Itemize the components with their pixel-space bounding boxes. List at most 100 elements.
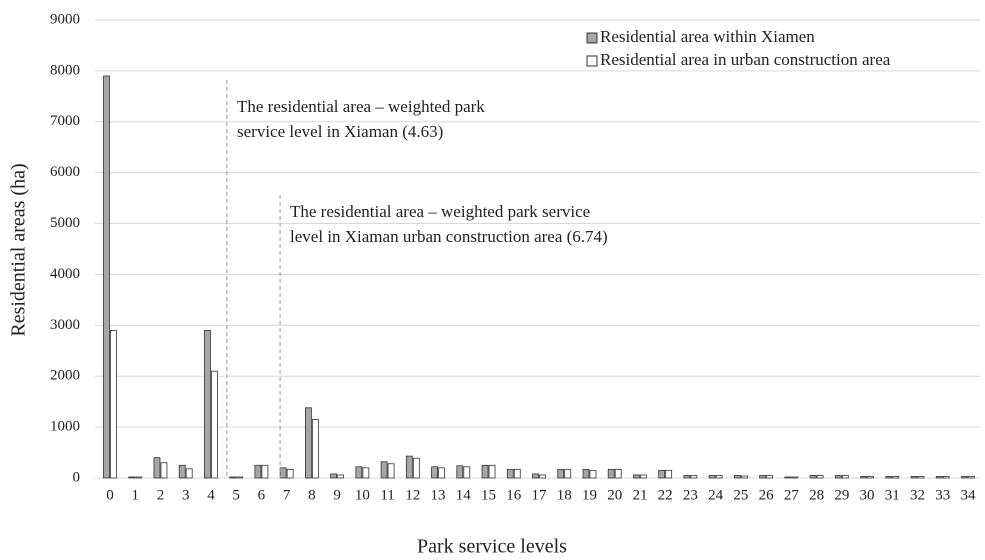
y-tick-label: 6000 — [50, 164, 80, 180]
bar — [286, 468, 294, 479]
bar — [337, 474, 345, 479]
bar — [935, 476, 943, 479]
x-tick-label: 21 — [632, 487, 647, 503]
bar — [885, 476, 893, 479]
bar — [211, 370, 218, 479]
bar — [513, 468, 521, 479]
bar — [834, 475, 842, 479]
bar — [910, 476, 918, 479]
bar — [481, 464, 489, 479]
annotation: The residential area – weighted park — [237, 97, 485, 116]
bar — [488, 464, 496, 479]
bar — [841, 475, 849, 479]
bar — [892, 476, 900, 479]
x-tick-label: 24 — [708, 487, 724, 503]
y-tick-label: 8000 — [50, 62, 80, 78]
y-tick-label: 1000 — [50, 419, 80, 435]
x-tick-label: 13 — [431, 487, 446, 503]
x-tick-label: 23 — [683, 487, 698, 503]
x-tick-label: 8 — [308, 487, 316, 503]
bar — [261, 464, 269, 479]
legend-label: Residential area within Xiamen — [600, 27, 815, 46]
bar — [740, 475, 748, 479]
bar — [614, 468, 622, 479]
bar — [809, 475, 817, 479]
bar — [236, 476, 244, 479]
x-tick-label: 7 — [283, 487, 291, 503]
y-tick-label: 5000 — [50, 215, 80, 231]
bar — [633, 474, 640, 479]
bar — [412, 457, 420, 479]
bar — [311, 419, 319, 479]
x-tick-label: 33 — [935, 487, 950, 503]
bar — [759, 475, 767, 479]
bar — [355, 466, 363, 479]
bar — [640, 474, 647, 479]
legend-label: Residential area in urban construction a… — [600, 50, 891, 69]
x-axis-label: Park service levels — [417, 536, 567, 558]
bar — [658, 469, 666, 479]
bar — [110, 330, 117, 479]
bar — [791, 476, 799, 479]
x-tick-label: 27 — [784, 487, 800, 503]
x-tick-label: 9 — [333, 487, 341, 503]
bar — [968, 476, 975, 479]
bar — [304, 407, 312, 479]
x-tick-label: 26 — [759, 487, 775, 503]
bar — [690, 475, 698, 479]
x-tick-label: 22 — [658, 487, 673, 503]
bar — [380, 461, 388, 479]
bar — [942, 476, 950, 479]
bar — [564, 468, 572, 479]
y-tick-label: 9000 — [50, 11, 80, 27]
y-tick-label: 2000 — [50, 368, 80, 384]
bar — [816, 475, 824, 479]
annotation: service level in Xiaman (4.63) — [237, 122, 443, 141]
y-axis-label: Residential areas (ha) — [8, 163, 30, 336]
bar — [185, 468, 193, 479]
bar — [330, 473, 338, 479]
annotation: level in Xiaman urban construction area … — [290, 227, 608, 246]
x-tick-label: 14 — [456, 487, 472, 503]
bar — [456, 465, 464, 479]
bar — [532, 473, 539, 479]
bar — [860, 476, 867, 479]
x-tick-label: 3 — [182, 487, 190, 503]
x-tick-label: 4 — [207, 487, 215, 503]
bar — [665, 469, 673, 479]
bar — [961, 476, 968, 479]
x-tick-label: 31 — [885, 487, 900, 503]
bar — [135, 476, 143, 479]
y-tick-label: 3000 — [50, 317, 80, 333]
bar — [766, 475, 774, 479]
x-tick-label: 25 — [733, 487, 748, 503]
annotation: The residential area – weighted park ser… — [290, 202, 590, 221]
x-tick-label: 34 — [961, 487, 977, 503]
x-tick-label: 6 — [258, 487, 266, 503]
bar — [506, 468, 514, 479]
bar — [607, 468, 615, 479]
x-tick-label: 11 — [380, 487, 394, 503]
bar — [431, 466, 438, 479]
y-tick-label: 7000 — [50, 113, 80, 129]
bar — [917, 476, 925, 479]
x-tick-label: 2 — [157, 487, 165, 503]
bar — [683, 475, 691, 479]
bar — [733, 475, 741, 479]
y-tick-label: 0 — [73, 469, 81, 485]
bar — [463, 466, 471, 479]
x-tick-label: 32 — [910, 487, 925, 503]
bar — [160, 462, 168, 479]
bar — [715, 475, 723, 479]
bar — [867, 476, 874, 479]
bar — [557, 468, 565, 479]
bar — [387, 463, 395, 479]
x-tick-label: 29 — [834, 487, 849, 503]
bar — [708, 475, 716, 479]
x-tick-label: 1 — [131, 487, 139, 503]
bar — [178, 464, 186, 479]
bar — [254, 464, 262, 479]
x-tick-label: 5 — [232, 487, 240, 503]
x-tick-label: 0 — [106, 487, 114, 503]
